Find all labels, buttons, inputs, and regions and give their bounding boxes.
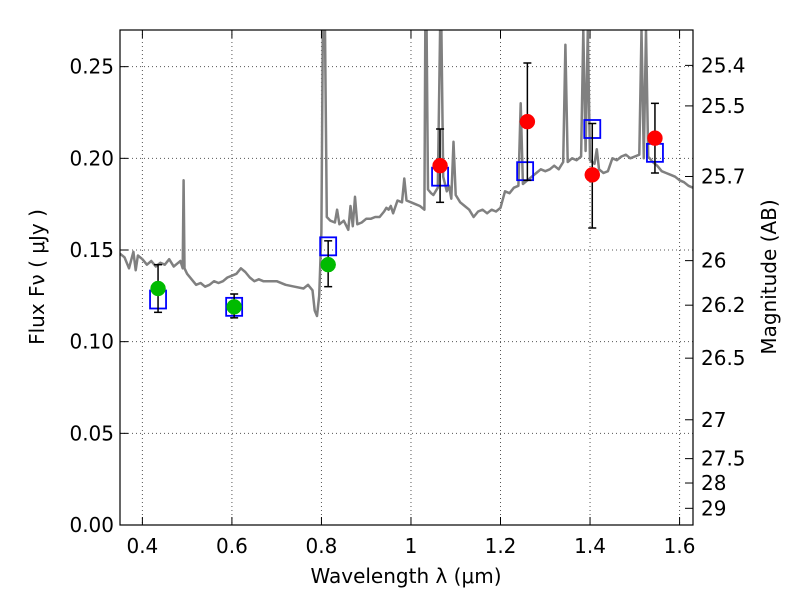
x-axis-label: Wavelength λ (μm): [310, 564, 501, 588]
red-data-point: [584, 167, 601, 183]
plot-clip-group: [120, 30, 693, 319]
right-tick-label: 26.5: [701, 346, 746, 370]
y-tick-label: 0.15: [69, 238, 114, 262]
x-tick-label: 1.2: [485, 534, 517, 558]
right-tick-label: 26: [701, 249, 726, 273]
x-tick-label: 1.6: [664, 534, 696, 558]
x-tick-label: 1: [405, 534, 418, 558]
y-tick-label: 0.00: [69, 513, 114, 537]
plot-frame: [119, 29, 694, 526]
green-data-point: [226, 299, 242, 315]
spectrum-line: [120, 30, 693, 318]
red-data-point: [432, 157, 448, 174]
x-tick-label: 0.8: [306, 534, 338, 558]
right-tick-label: 27: [701, 408, 726, 432]
right-tick-label: 28: [701, 471, 726, 495]
green-data-point: [320, 256, 336, 273]
right-tick-label: 25.4: [701, 53, 746, 77]
right-tick-label: 25.5: [701, 94, 746, 118]
axis-ticks: 0.4 0.6 0.8 1 1.2 1.4 1.6 0.00 0.05 0.10 0.15 0.20 0…: [69, 30, 746, 558]
right-axis-label: Magnitude (AB): [757, 199, 781, 354]
x-tick-label: 1.4: [574, 534, 606, 558]
y-tick-label: 0.20: [69, 146, 114, 170]
right-tick-label: 29: [701, 496, 726, 520]
right-tick-label: 27.5: [701, 447, 746, 471]
green-data-point: [150, 280, 166, 297]
y-tick-label: 0.05: [69, 421, 114, 445]
y-axis-label: Flux Fν ( μJy ): [25, 209, 49, 345]
y-tick-label: 0.10: [69, 330, 114, 354]
red-data-point: [519, 113, 536, 130]
x-tick-label: 0.4: [126, 534, 158, 558]
right-tick-label: 25.7: [701, 164, 746, 188]
y-tick-label: 0.25: [69, 55, 114, 79]
x-tick-label: 0.6: [216, 534, 248, 558]
plot-content: [120, 30, 693, 319]
right-tick-label: 26.2: [701, 293, 746, 317]
red-data-point: [647, 130, 663, 146]
grid-lines: [120, 30, 693, 526]
